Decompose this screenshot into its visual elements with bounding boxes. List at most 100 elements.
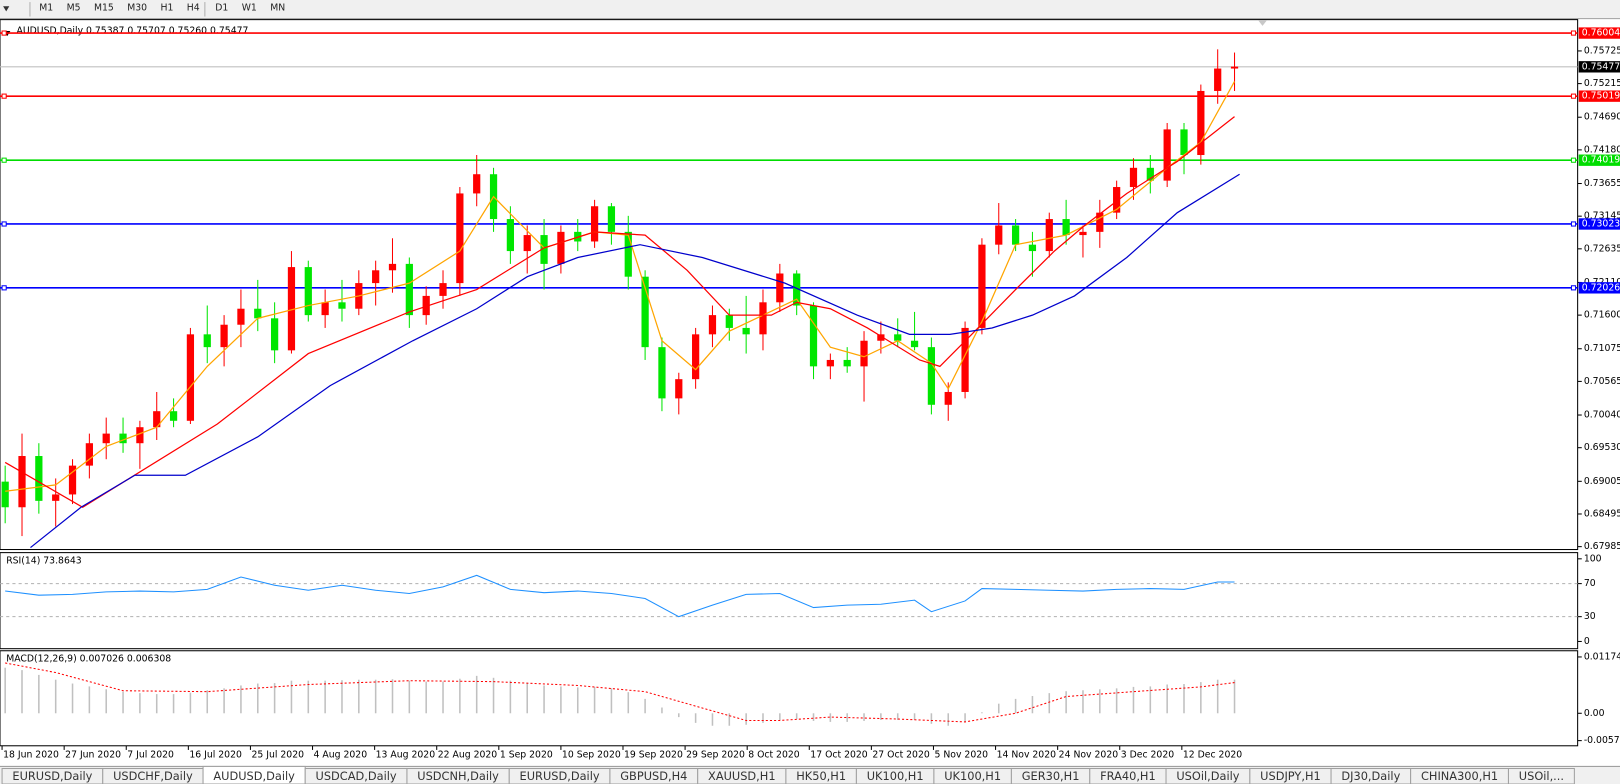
tab-label[interactable]: AUDUSD,Daily bbox=[213, 769, 295, 783]
tab[interactable]: GBPUSD,H4 bbox=[609, 767, 699, 784]
toolbar-icon bbox=[3, 6, 10, 12]
x-tick-label: 29 Sep 2020 bbox=[686, 750, 745, 761]
tab[interactable]: GER30,H1 bbox=[1010, 767, 1091, 784]
candle-body bbox=[456, 193, 464, 284]
tab[interactable]: XAUUSD,H1 bbox=[697, 767, 787, 784]
candle-body bbox=[826, 359, 834, 367]
tab[interactable]: HK50,H1 bbox=[785, 767, 857, 784]
tab[interactable]: USDCHF,Daily bbox=[102, 767, 204, 784]
timeframe-button[interactable]: M5 bbox=[67, 3, 81, 14]
tab-label[interactable]: USDCNH,Daily bbox=[417, 769, 499, 783]
tab[interactable]: EURUSD,Daily bbox=[1, 767, 104, 784]
tab[interactable]: EURUSD,Daily bbox=[508, 767, 611, 784]
tab-label[interactable]: EURUSD,Daily bbox=[520, 769, 600, 783]
tab[interactable]: USDCNH,Daily bbox=[406, 767, 510, 784]
rsi-title: RSI(14) 73.8643 bbox=[6, 555, 82, 566]
y-tick-label: 0.75725 bbox=[1584, 45, 1620, 56]
timeframe-button[interactable]: W1 bbox=[242, 3, 257, 14]
y-tick-label: 0 bbox=[1584, 636, 1590, 647]
timeframe-label[interactable]: H4 bbox=[187, 3, 200, 14]
timeframe-label[interactable]: M1 bbox=[39, 3, 53, 14]
timeframe-button[interactable]: M1 bbox=[39, 3, 53, 14]
y-tick-label: 0.72635 bbox=[1584, 243, 1620, 254]
tab[interactable]: UK100,H1 bbox=[855, 767, 935, 784]
x-tick-label: 25 Jul 2020 bbox=[251, 750, 304, 761]
timeframe-label[interactable]: M15 bbox=[94, 3, 114, 14]
tab-label[interactable]: USOil,... bbox=[1519, 769, 1564, 783]
candle-body bbox=[220, 324, 228, 348]
level-box bbox=[1578, 27, 1620, 39]
candle-body bbox=[304, 267, 312, 316]
x-tick-label: 19 Sep 2020 bbox=[624, 750, 683, 761]
tab[interactable]: USOil,Daily bbox=[1165, 767, 1251, 784]
tab-background[interactable] bbox=[1507, 767, 1575, 784]
candle-body bbox=[1129, 167, 1138, 188]
level-label: 0.76004 bbox=[1582, 28, 1620, 39]
timeframe-label[interactable]: M30 bbox=[127, 3, 147, 14]
x-tick-label: 5 Nov 2020 bbox=[934, 750, 988, 761]
timeframe-label[interactable]: M5 bbox=[67, 3, 81, 14]
y-tick-label: 0.68495 bbox=[1584, 508, 1620, 519]
timeframe-label[interactable]: H1 bbox=[160, 3, 173, 14]
candle-body bbox=[1180, 129, 1188, 156]
tab-label[interactable]: USOil,Daily bbox=[1176, 769, 1239, 783]
y-tick-label: 0.74180 bbox=[1584, 144, 1620, 155]
tab-label[interactable]: FRA40,H1 bbox=[1100, 769, 1156, 783]
x-tick-label: 10 Sep 2020 bbox=[562, 750, 621, 761]
candle-body bbox=[1045, 219, 1053, 252]
level-box bbox=[1578, 154, 1620, 166]
tab-label[interactable]: GBPUSD,H4 bbox=[620, 769, 687, 783]
timeframe-button[interactable]: MN bbox=[270, 3, 285, 14]
timeframe-button[interactable]: M15 bbox=[94, 3, 114, 14]
tab[interactable]: UK100,H1 bbox=[933, 767, 1012, 784]
tab-label[interactable]: DJ30,Daily bbox=[1341, 769, 1400, 783]
level-handle bbox=[1, 30, 7, 36]
timeframe-label[interactable]: D1 bbox=[215, 3, 228, 14]
tab[interactable]: FRA40,H1 bbox=[1089, 767, 1167, 784]
x-tick-label: 14 Nov 2020 bbox=[997, 750, 1057, 761]
timeframe-button[interactable]: D1 bbox=[215, 3, 228, 14]
tab-label[interactable]: GER30,H1 bbox=[1022, 769, 1080, 783]
candle-body bbox=[18, 456, 26, 508]
tab[interactable]: DJ30,Daily bbox=[1330, 767, 1412, 784]
tab-label[interactable]: USDJPY,H1 bbox=[1260, 769, 1321, 783]
level-handle bbox=[1570, 30, 1577, 36]
tab-label[interactable]: UK100,H1 bbox=[944, 769, 1001, 783]
tab-label[interactable]: XAUUSD,H1 bbox=[708, 769, 776, 783]
x-tick-label: 4 Aug 2020 bbox=[314, 750, 368, 761]
candle-body bbox=[169, 411, 178, 421]
timeframe-button[interactable]: M30 bbox=[127, 3, 147, 14]
tab-label[interactable]: UK100,H1 bbox=[867, 769, 924, 783]
tab[interactable]: USOil,... bbox=[1507, 767, 1575, 784]
level-label: 0.75019 bbox=[1582, 91, 1620, 102]
candle-body bbox=[1214, 68, 1222, 91]
x-tick-label: 18 Jun 2020 bbox=[3, 750, 59, 761]
candle-body bbox=[52, 494, 60, 501]
candle-body bbox=[708, 315, 717, 335]
tab-label[interactable]: USDCHF,Daily bbox=[113, 769, 193, 783]
rsi-line bbox=[5, 574, 1235, 618]
tab-label[interactable]: EURUSD,Daily bbox=[12, 769, 92, 783]
level-handle bbox=[1570, 93, 1577, 99]
timeframe-label[interactable]: W1 bbox=[242, 3, 257, 14]
candle-body bbox=[1096, 212, 1104, 232]
candle-body bbox=[1011, 225, 1020, 245]
y-tick-label: 0.71600 bbox=[1584, 310, 1620, 321]
tab-label[interactable]: USDCAD,Daily bbox=[316, 769, 397, 783]
tab[interactable]: USDCAD,Daily bbox=[304, 767, 408, 784]
y-tick-label: 0.71075 bbox=[1584, 343, 1620, 354]
candle-body bbox=[422, 295, 430, 316]
timeframe-button[interactable]: H4 bbox=[187, 3, 200, 14]
candle-body bbox=[995, 225, 1003, 245]
tab-label[interactable]: HK50,H1 bbox=[796, 769, 846, 783]
tab[interactable]: CHINA300,H1 bbox=[1410, 767, 1509, 784]
timeframe-button[interactable]: H1 bbox=[160, 3, 173, 14]
candle-body bbox=[136, 427, 144, 444]
tab[interactable]: USDJPY,H1 bbox=[1249, 767, 1332, 784]
timeframe-label[interactable]: MN bbox=[270, 3, 285, 14]
tab[interactable]: AUDUSD,Daily bbox=[202, 765, 306, 784]
candle-body bbox=[186, 334, 195, 421]
candle-body bbox=[624, 231, 632, 277]
candle-body bbox=[153, 411, 161, 428]
tab-label[interactable]: CHINA300,H1 bbox=[1421, 769, 1498, 783]
